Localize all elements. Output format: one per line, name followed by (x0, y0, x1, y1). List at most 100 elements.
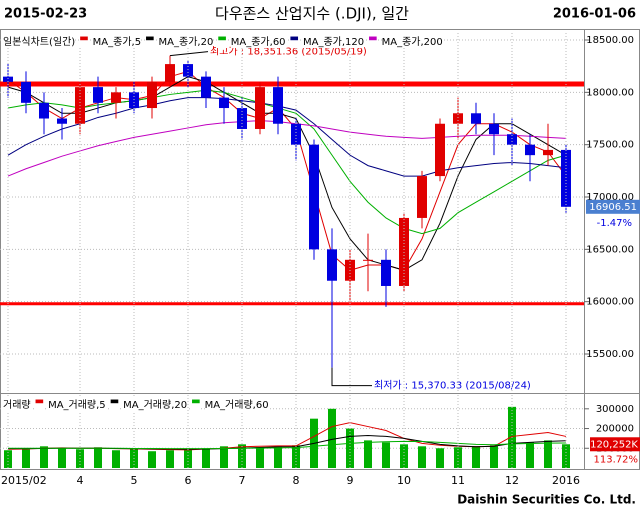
candle-body (453, 113, 463, 124)
start-date: 2015-02-23 (4, 7, 87, 22)
candle-body (543, 149, 553, 156)
y-tick-label: 15500.00 (586, 349, 634, 360)
candle-body (129, 92, 139, 109)
y-tick-label: 16000.00 (586, 297, 634, 308)
candle-body (525, 144, 535, 156)
annotation-leader (331, 367, 372, 387)
ma-line (7, 97, 567, 177)
candle-body (435, 123, 445, 177)
ma-line (7, 422, 567, 451)
volume-bar (256, 447, 264, 468)
volume-bar (274, 446, 282, 468)
x-tick-label: 5 (131, 474, 138, 487)
candle-body (93, 87, 103, 103)
legend-swatch: ▬ (34, 396, 45, 411)
y-tick-label: 18500.00 (586, 35, 634, 46)
last-volume: 120,252K (590, 439, 638, 450)
x-tick-label: 4 (77, 474, 84, 487)
volume-bar (112, 450, 120, 468)
volume-bar (544, 440, 552, 468)
volume-bar (526, 442, 534, 468)
candle-body (183, 64, 193, 77)
legend-label: MA_종가,5 (92, 33, 142, 48)
volume-bar (328, 408, 336, 468)
candle-body (39, 102, 49, 119)
x-tick-label: 9 (347, 474, 354, 487)
x-tick-label: 12 (505, 474, 519, 487)
legend-swatch: ▬ (79, 33, 89, 48)
chart-title: 다우존스 산업지수 (.DJI), 일간 (215, 5, 409, 23)
volume-bar (472, 446, 480, 468)
volume-bar (148, 451, 156, 468)
volume-bar (382, 442, 390, 468)
candle-body (3, 76, 13, 82)
legend-title: 일본식차트(일간) (3, 33, 76, 48)
candle-body (273, 87, 283, 124)
candle-body (417, 176, 427, 218)
candle-body (489, 123, 499, 135)
y-tick-label: 18000.00 (586, 87, 634, 98)
legend-label: MA_거래량,20 (123, 396, 188, 411)
volume-bar (292, 445, 300, 468)
candle-body (201, 76, 211, 98)
legend-label: MA_종가,20 (158, 33, 214, 48)
last-volume-box (590, 437, 640, 452)
candle-body (57, 118, 67, 124)
last-price: 16906.51 (589, 202, 637, 213)
legend-swatch: ▬ (289, 33, 299, 48)
ma-line (7, 120, 567, 177)
candle-body (471, 113, 481, 124)
last-change: -1.47% (597, 218, 632, 229)
y-tick-label: 300000 (596, 404, 634, 415)
end-date: 2016-01-06 (553, 7, 636, 22)
legend-label: MA_종가,60 (230, 33, 286, 48)
volume-bar (364, 440, 372, 468)
volume-ratio: 113.72% (594, 454, 639, 465)
volume-bar (4, 450, 12, 468)
volume-bar (40, 446, 48, 468)
x-tick-label: 2016 (552, 474, 580, 487)
volume-bar (94, 447, 102, 468)
y-tick-label: 16500.00 (586, 244, 634, 255)
ma-line (7, 76, 567, 271)
volume-bar (346, 428, 354, 468)
ma-line (7, 70, 567, 271)
candle-body (507, 134, 517, 145)
ma-line (7, 89, 567, 235)
x-tick-label: 11 (451, 474, 465, 487)
credit: Daishin Securities Co. Ltd. (457, 493, 636, 507)
legend-swatch: ▬ (217, 33, 227, 48)
y-tick-label: 17500.00 (586, 140, 634, 151)
x-tick-label: 6 (185, 474, 192, 487)
volume-bar (22, 449, 30, 468)
volume-bar (400, 444, 408, 468)
volume-bar (220, 446, 228, 468)
candle-body (111, 92, 121, 103)
candle-body (147, 81, 157, 109)
volume-title: 거래량 (3, 396, 31, 411)
volume-bar (58, 448, 66, 468)
ma-line (8, 434, 567, 450)
volume-legend: 거래량 ▬ MA_거래량,5 ▬ MA_거래량,20 ▬ MA_거래량,60 (3, 396, 269, 411)
volume-bar (454, 447, 462, 468)
annotation: 최고가 : 18,351.36 (2015/05/19) (210, 46, 367, 58)
candle-body (381, 259, 391, 286)
annotation-leader (169, 51, 209, 57)
annotation: 최저가 : 15,370.33 (2015/08/24) (374, 380, 531, 392)
candle-body (327, 249, 337, 281)
y-tick-label: 200000 (596, 424, 634, 435)
candle-body (291, 123, 301, 145)
candle-body (255, 87, 265, 129)
volume-bar (418, 446, 426, 468)
legend-label: MA_종가,200 (381, 33, 443, 48)
legend-label: MA_종가,120 (303, 33, 365, 48)
legend: 일본식차트(일간) ▬ MA_종가,5 ▬ MA_종가,20 ▬ MA_종가,60 ▬ MA_종… (3, 33, 443, 48)
volume-bar (166, 450, 174, 468)
legend-label: MA_거래량,5 (48, 396, 106, 411)
volume-bar (202, 448, 210, 468)
volume-bar (562, 444, 570, 468)
last-price-box (586, 199, 640, 214)
candle-body (21, 81, 31, 103)
candle-body (561, 149, 571, 207)
